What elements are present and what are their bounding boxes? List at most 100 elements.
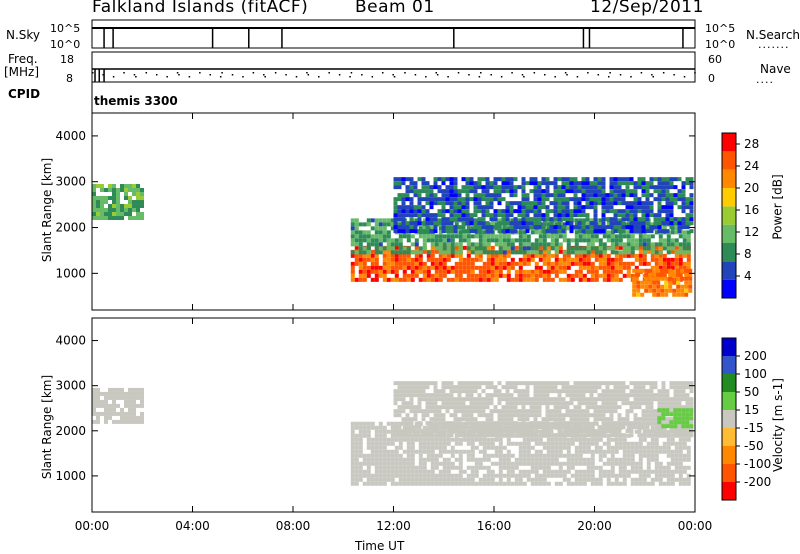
heatmap-cell bbox=[526, 453, 531, 458]
heatmap-cell bbox=[561, 209, 566, 214]
heatmap-cell bbox=[641, 401, 646, 406]
heatmap-cell bbox=[458, 461, 463, 466]
heatmap-cell bbox=[673, 429, 678, 434]
heatmap-cell bbox=[645, 425, 650, 430]
heatmap-cell bbox=[656, 292, 661, 297]
heatmap-cell bbox=[513, 193, 518, 198]
heatmap-cell bbox=[474, 465, 479, 470]
heatmap-cell bbox=[589, 197, 594, 202]
heatmap-cell bbox=[638, 445, 643, 450]
heatmap-cell bbox=[466, 453, 471, 458]
heatmap-cell bbox=[565, 177, 570, 182]
heatmap-cell bbox=[657, 433, 662, 438]
heatmap-cell bbox=[409, 217, 414, 222]
heatmap-cell bbox=[585, 421, 590, 426]
heatmap-cell bbox=[354, 226, 359, 231]
heatmap-cell bbox=[629, 217, 634, 222]
heatmap-cell bbox=[601, 433, 606, 438]
heatmap-cell bbox=[485, 197, 490, 202]
heatmap-cell bbox=[538, 461, 543, 466]
heatmap-cell bbox=[422, 273, 427, 278]
heatmap-cell bbox=[598, 453, 603, 458]
heatmap-cell bbox=[418, 250, 423, 255]
heatmap-cell bbox=[605, 389, 610, 394]
heatmap-cell bbox=[482, 242, 487, 247]
heatmap-cell bbox=[654, 242, 659, 247]
heatmap-cell bbox=[558, 265, 563, 270]
heatmap-cell bbox=[641, 177, 646, 182]
heatmap-cell bbox=[630, 250, 635, 255]
heatmap-cell bbox=[641, 193, 646, 198]
heatmap-cell bbox=[642, 453, 647, 458]
heatmap-cell bbox=[136, 395, 140, 400]
heatmap-cell bbox=[397, 193, 402, 198]
heatmap-cell bbox=[390, 457, 395, 462]
heatmap-cell bbox=[136, 196, 140, 201]
heatmap-cell bbox=[354, 218, 359, 223]
heatmap-cell bbox=[430, 253, 435, 258]
heatmap-cell bbox=[128, 403, 132, 408]
heatmap-cell bbox=[585, 417, 590, 422]
heatmap-cell bbox=[518, 449, 523, 454]
heatmap-cell bbox=[394, 250, 399, 255]
heatmap-cell bbox=[366, 269, 371, 274]
heatmap-cell bbox=[366, 441, 371, 446]
heatmap-cell bbox=[590, 441, 595, 446]
heatmap-cell bbox=[502, 461, 507, 466]
nave-point bbox=[564, 72, 567, 74]
heatmap-cell bbox=[382, 253, 387, 258]
heatmap-cell bbox=[558, 449, 563, 454]
heatmap-cell bbox=[593, 409, 598, 414]
heatmap-cell bbox=[654, 473, 659, 478]
heatmap-cell bbox=[453, 417, 458, 422]
heatmap-cell bbox=[410, 437, 415, 442]
heatmap-cell bbox=[673, 397, 678, 402]
heatmap-cell bbox=[502, 234, 507, 239]
heatmap-cell bbox=[617, 397, 622, 402]
heatmap-cell bbox=[485, 401, 490, 406]
heatmap-cell bbox=[417, 433, 422, 438]
heatmap-cell bbox=[598, 449, 603, 454]
heatmap-cell bbox=[442, 242, 447, 247]
heatmap-cell bbox=[593, 205, 598, 210]
heatmap-cell bbox=[494, 445, 499, 450]
heatmap-cell bbox=[661, 408, 666, 413]
heatmap-cell bbox=[614, 473, 619, 478]
heatmap-cell bbox=[498, 242, 503, 247]
heatmap-cell bbox=[405, 417, 410, 422]
heatmap-cell bbox=[525, 193, 530, 198]
colorbar-segment bbox=[722, 410, 736, 428]
heatmap-cell bbox=[490, 473, 495, 478]
heatmap-cell bbox=[609, 417, 614, 422]
heatmap-cell bbox=[510, 261, 515, 266]
heatmap-cell bbox=[401, 417, 406, 422]
heatmap-cell bbox=[648, 272, 653, 277]
heatmap-cell bbox=[425, 405, 430, 410]
heatmap-cell bbox=[665, 189, 670, 194]
heatmap-cell bbox=[641, 397, 646, 402]
heatmap-cell bbox=[650, 222, 655, 227]
heatmap-cell bbox=[657, 408, 662, 413]
heatmap-cell bbox=[645, 397, 650, 402]
nave-point bbox=[274, 72, 277, 74]
heatmap-cell bbox=[577, 205, 582, 210]
heatmap-cell bbox=[112, 208, 116, 213]
heatmap-cell bbox=[418, 253, 423, 258]
heatmap-cell bbox=[661, 381, 666, 386]
heatmap-cell bbox=[457, 193, 462, 198]
heatmap-cell bbox=[433, 229, 438, 234]
heatmap-cell bbox=[553, 193, 558, 198]
heatmap-cell bbox=[393, 225, 398, 230]
heatmap-cell bbox=[478, 269, 483, 274]
heatmap-cell bbox=[626, 425, 631, 430]
heatmap-cell bbox=[457, 409, 462, 414]
heatmap-cell bbox=[569, 221, 574, 226]
heatmap-cell bbox=[430, 469, 435, 474]
heatmap-cell bbox=[670, 457, 675, 462]
heatmap-cell bbox=[449, 221, 454, 226]
heatmap-cell bbox=[358, 265, 363, 270]
heatmap-cell bbox=[350, 421, 355, 426]
heatmap-cell bbox=[678, 453, 683, 458]
heatmap-cell bbox=[686, 465, 691, 470]
heatmap-cell bbox=[382, 445, 387, 450]
